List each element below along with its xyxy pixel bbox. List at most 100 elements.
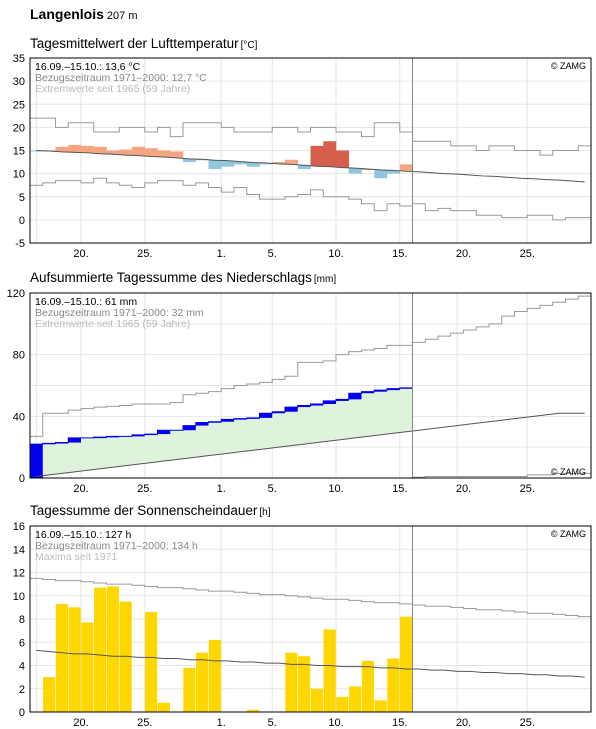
x-tick-label: 20. — [456, 483, 471, 495]
x-tick-label: 20. — [73, 483, 88, 495]
y-tick-label: 14 — [13, 544, 25, 556]
temperature-bar — [119, 149, 133, 156]
precip-difference-area — [374, 390, 388, 435]
precip-difference-area — [310, 404, 324, 443]
x-tick-label: 25. — [520, 483, 535, 495]
precip-daily-increment — [68, 437, 82, 443]
x-tick-label: 25. — [137, 248, 152, 260]
temperature-bar — [208, 160, 222, 169]
precip-daily-increment — [132, 434, 146, 437]
precip-difference-area — [195, 422, 209, 457]
credit-label: © ZAMG — [551, 529, 586, 539]
sunshine-bar — [387, 658, 400, 712]
y-tick-label: 6 — [19, 637, 25, 649]
y-tick-label: 0 — [19, 473, 25, 485]
precip-difference-area — [387, 388, 401, 434]
info-line: Extremwerte seit 1965 (59 Jahre) — [35, 83, 190, 95]
sunshine-bar — [183, 667, 196, 712]
precip-daily-increment — [361, 391, 375, 394]
sunshine-bar — [361, 660, 374, 712]
panel-unit: [h] — [259, 507, 271, 518]
x-tick-label: 20. — [456, 248, 471, 260]
info-line: Extremwerte seit 1965 (59 Jahre) — [35, 318, 190, 330]
precip-difference-area — [42, 443, 56, 475]
precip-cumulative-line — [30, 387, 413, 445]
plot-frame — [29, 57, 592, 244]
sunshine-bar — [145, 612, 158, 712]
precip-difference-area — [106, 436, 120, 468]
temperature-bar — [285, 159, 299, 165]
y-tick-label: 4 — [19, 661, 25, 673]
panel-2: 120 80 40 0 20. 25. 1. 5. 10. 15. 20. 25. 16.09.–15.… — [7, 288, 592, 495]
x-tick-label: 5. — [268, 248, 277, 260]
panel-title-sunshine: Tagessumme der Sonnenscheindauer [h] — [30, 503, 271, 518]
precip-daily-increment — [348, 393, 362, 400]
precip-daily-increment — [310, 404, 324, 406]
temperature-bar — [93, 146, 107, 154]
sunshine-bar — [323, 629, 336, 712]
precip-difference-area — [259, 413, 273, 449]
panel-unit: [°C] — [240, 40, 258, 51]
sunshine-bar — [55, 603, 68, 712]
climate-mean-line — [36, 150, 585, 183]
precip-daily-increment — [387, 388, 401, 391]
precip-difference-area — [297, 405, 311, 445]
temperature-bar — [144, 148, 158, 157]
info-line: Maxima seit 1971 — [35, 551, 117, 563]
temperature-bar — [336, 150, 350, 168]
sunshine-bar — [81, 622, 94, 712]
temperature-bar — [81, 145, 95, 153]
station-elevation: 207 m — [106, 10, 138, 22]
precip-daily-increment — [374, 390, 388, 392]
temperature-bar — [234, 161, 248, 165]
x-tick-label: 1. — [217, 483, 226, 495]
precip-difference-area — [157, 430, 171, 462]
station-header: Langenlois 207 m — [30, 6, 137, 22]
precip-daily-increment — [323, 400, 337, 404]
precip-difference-area — [68, 437, 82, 472]
y-tick-label: 5 — [19, 192, 25, 204]
sunshine-bar — [400, 616, 413, 712]
precip-difference-area — [144, 434, 158, 463]
precip-difference-area — [55, 442, 69, 474]
panel-title-text: Tagesmittelwert der Lufttemperatur — [30, 36, 239, 51]
temperature-bar — [68, 144, 82, 153]
y-tick-label: 40 — [13, 411, 25, 423]
sunshine-bar — [374, 700, 387, 712]
station-name: Langenlois — [30, 6, 104, 22]
x-tick-label: 20. — [73, 717, 88, 729]
sunshine-bar — [298, 656, 311, 712]
sunshine-bar — [336, 696, 349, 712]
x-tick-label: 5. — [268, 483, 277, 495]
info-line: Bezugszeitraum 1971–2000: 12,7 °C — [35, 72, 207, 84]
y-tick-label: 30 — [13, 76, 25, 88]
x-tick-label: 25. — [137, 483, 152, 495]
y-tick-label: 0 — [19, 215, 25, 227]
precip-daily-increment — [272, 411, 286, 414]
x-tick-label: 25. — [520, 248, 535, 260]
y-tick-label: 15 — [13, 146, 25, 158]
precip-difference-area — [208, 421, 222, 455]
panel-unit: [mm] — [313, 274, 337, 285]
precip-difference-area — [272, 411, 286, 448]
x-tick-label: 10. — [328, 483, 343, 495]
credit-label: © ZAMG — [551, 467, 586, 477]
precip-daily-increment — [259, 413, 273, 418]
temperature-bar — [246, 162, 260, 167]
climate-cumulative-line — [36, 412, 585, 477]
sunshine-bar — [43, 677, 56, 712]
x-tick-label: 10. — [328, 248, 343, 260]
precip-difference-area — [399, 387, 413, 432]
sunshine-bar — [106, 586, 119, 712]
temperature-bar — [132, 146, 146, 156]
precip-difference-area — [246, 417, 260, 451]
x-tick-label: 1. — [217, 248, 226, 260]
panel-title-text: Aufsummierte Tagessumme des Niederschlag… — [30, 270, 312, 285]
info-line: 16.09.–15.10.: 127 h — [35, 529, 131, 541]
x-tick-label: 15. — [392, 483, 407, 495]
info-line: 16.09.–15.10.: 13,6 °C — [35, 61, 141, 73]
sunshine-bar — [157, 702, 170, 712]
x-tick-label: 1. — [217, 717, 226, 729]
precip-difference-area — [348, 393, 362, 438]
temperature-bar — [374, 169, 388, 179]
